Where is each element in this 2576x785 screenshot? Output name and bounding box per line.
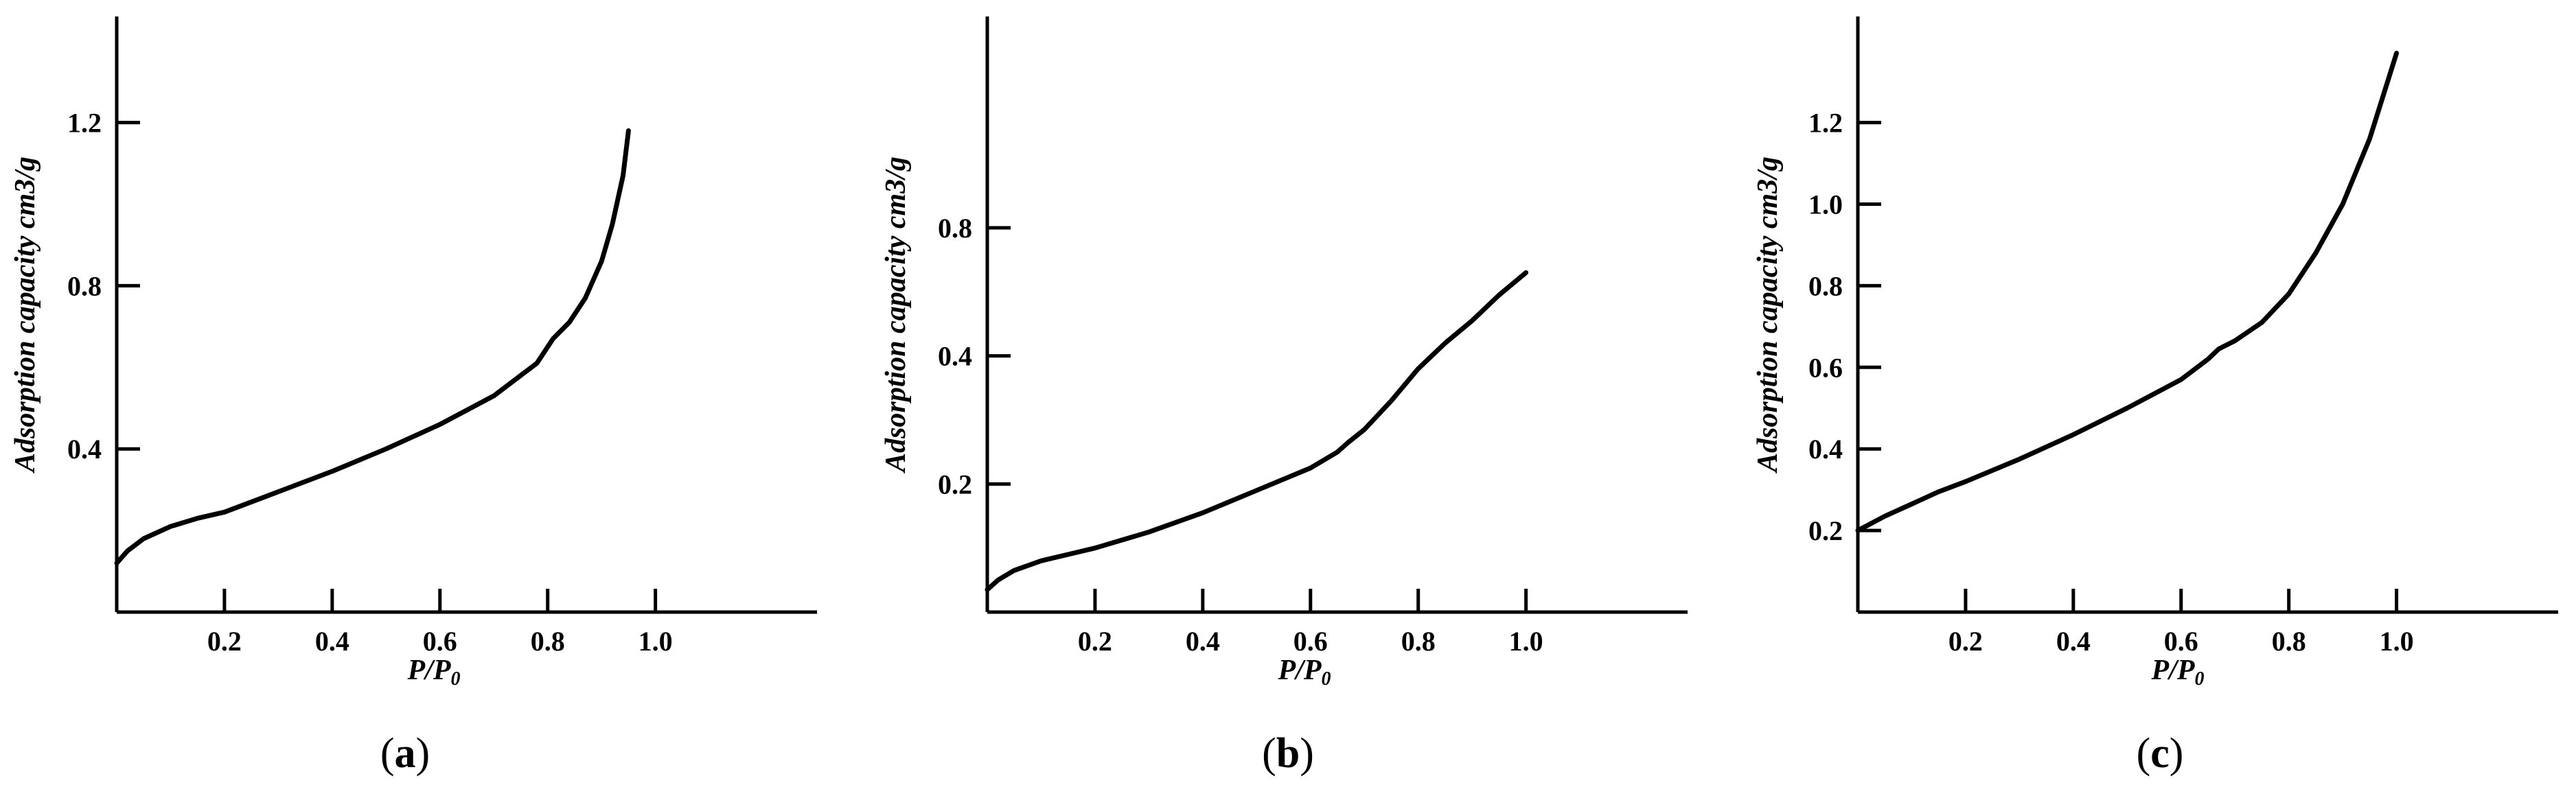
y-tick-label-b-1: 0.4 (938, 341, 972, 372)
x-axis-title-b: P/P0 (1278, 655, 1331, 690)
y-tick-label-c-1: 0.4 (1808, 434, 1843, 465)
panel-b: 0.2 0.4 0.6 0.8 1.0 0.2 0.4 0.8 P/P0 Adsorption… (880, 16, 1688, 777)
x-tick-label-b-2: 0.6 (1293, 626, 1328, 657)
y-tick-label-c-4: 1.0 (1808, 189, 1843, 220)
x-tick-label-b-0: 0.2 (1078, 626, 1112, 657)
y-tick-label-b-2: 0.8 (938, 213, 972, 244)
series-line-c-0 (1855, 51, 2400, 533)
x-tick-label-b-4: 1.0 (1509, 626, 1543, 657)
panel-label-a: (a) (380, 730, 430, 777)
x-tick-label-a-4: 1.0 (639, 626, 673, 657)
panel-label-b: (b) (1262, 730, 1314, 777)
series-line-b-0 (985, 270, 1529, 592)
x-axis-title-a: P/P0 (407, 655, 461, 690)
y-tick-label-a-2: 1.2 (67, 108, 102, 139)
x-tick-label-c-4: 1.0 (2380, 626, 2414, 657)
x-tick-label-c-0: 0.2 (1948, 626, 1983, 657)
x-tick-label-b-3: 0.8 (1401, 626, 1436, 657)
y-tick-label-a-1: 0.8 (67, 270, 102, 301)
panel-a: 0.2 0.4 0.6 0.8 1.0 0.4 0.8 1.2 P/P0 Adsorption… (10, 16, 817, 777)
x-tick-label-a-3: 0.8 (531, 626, 565, 657)
y-tick-label-a-0: 0.4 (67, 434, 102, 465)
y-tick-label-b-0: 0.2 (938, 469, 972, 500)
panel-c: 0.2 0.4 0.6 0.8 1.0 0.2 0.4 0.6 0.8 1.0 1.2 P/P0 A… (1752, 16, 2558, 777)
y-axis-title-b: Adsorption capacity cm3/g (880, 156, 912, 474)
y-axis-title-a: Adsorption capacity cm3/g (10, 156, 41, 474)
x-tick-label-c-3: 0.8 (2272, 626, 2306, 657)
x-tick-label-a-0: 0.2 (207, 626, 242, 657)
series-line-a-0 (114, 128, 631, 566)
x-tick-label-b-1: 0.4 (1186, 626, 1220, 657)
y-tick-label-c-0: 0.2 (1808, 515, 1843, 546)
y-tick-label-c-3: 0.8 (1808, 270, 1843, 301)
y-tick-label-c-5: 1.2 (1808, 108, 1843, 139)
panel-label-c: (c) (2137, 730, 2184, 777)
x-axis-title-c: P/P0 (2151, 655, 2205, 690)
y-tick-label-c-2: 0.6 (1808, 352, 1843, 383)
x-tick-label-c-2: 0.6 (2164, 626, 2198, 657)
x-tick-label-c-1: 0.4 (2056, 626, 2091, 657)
x-tick-label-a-1: 0.4 (315, 626, 349, 657)
y-axis-title-c: Adsorption capacity cm3/g (1752, 156, 1784, 474)
x-tick-label-a-2: 0.6 (423, 626, 457, 657)
